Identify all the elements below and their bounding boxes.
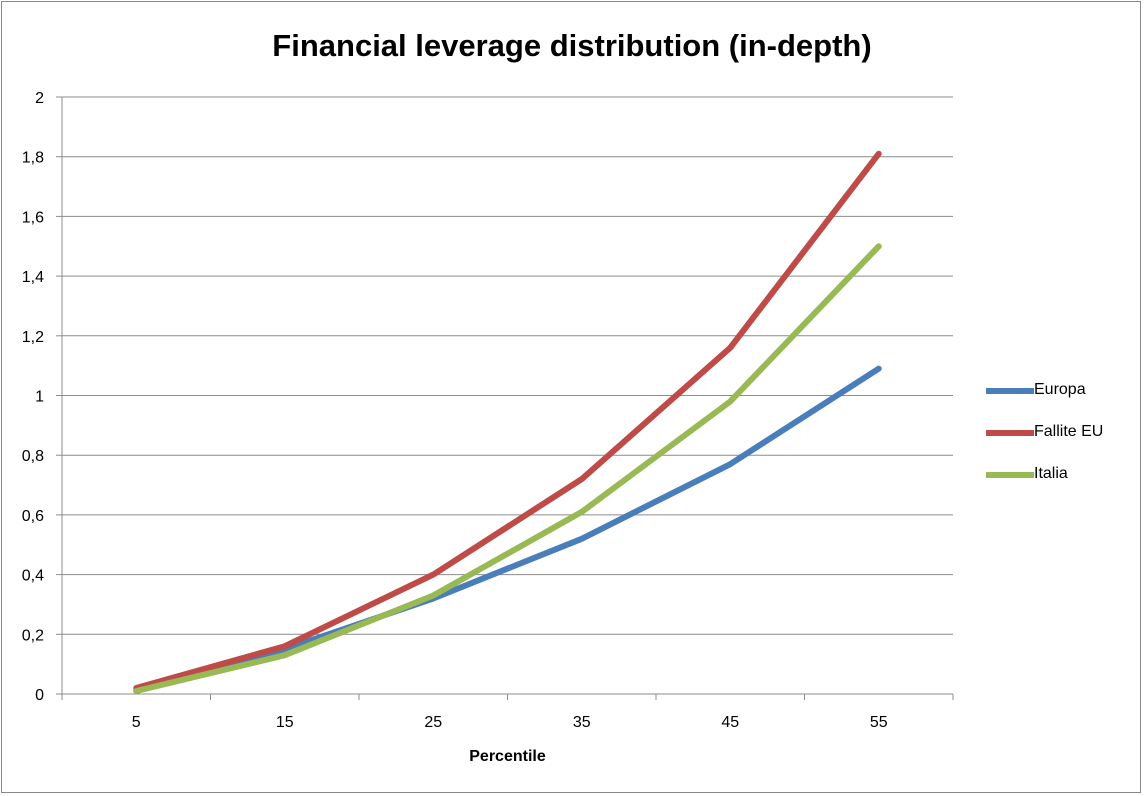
- x-tick-label: 5: [132, 714, 141, 731]
- y-tick-label: 0,4: [22, 568, 44, 585]
- x-axis-title: Percentile: [469, 748, 546, 765]
- series-line-fallite-eu: [133, 150, 882, 692]
- x-tick-label: 25: [424, 714, 442, 731]
- legend-label-italia: Italia: [1034, 465, 1068, 482]
- y-tick-label: 0,6: [22, 508, 44, 525]
- y-tick-label: 1,2: [22, 329, 44, 346]
- gridlines: [62, 96, 953, 635]
- y-tick-label: 1: [35, 389, 44, 406]
- x-tick-label: 15: [276, 714, 294, 731]
- y-tick-label: 0: [35, 687, 44, 704]
- x-tick-label: 55: [870, 714, 888, 731]
- axes: [56, 96, 954, 700]
- tick-labels: 00,20,40,60,811,21,41,61,825 15 25 35 45 55: [22, 90, 888, 731]
- legend-swatch-fallite-eu: [986, 430, 1034, 436]
- x-tick-label: 45: [721, 714, 739, 731]
- chart-title: Financial leverage distribution (in-dept…: [272, 28, 872, 63]
- series-lines: [133, 150, 882, 695]
- legend-label-fallite-eu: Fallite EU: [1034, 423, 1104, 440]
- legend-swatch-italia: [986, 472, 1034, 478]
- legend-label-europa: Europa: [1034, 381, 1086, 398]
- y-tick-label: 0,2: [22, 627, 44, 644]
- x-tick-label: 35: [573, 714, 591, 731]
- y-tick-label: 1,4: [22, 269, 44, 286]
- y-tick-label: 0,8: [22, 448, 44, 465]
- y-tick-label: 2: [35, 90, 44, 107]
- y-tick-label: 1,6: [22, 209, 44, 226]
- y-tick-label: 1,8: [22, 150, 44, 167]
- legend-swatch-europa: [986, 388, 1034, 394]
- series-line-italia: [133, 243, 882, 695]
